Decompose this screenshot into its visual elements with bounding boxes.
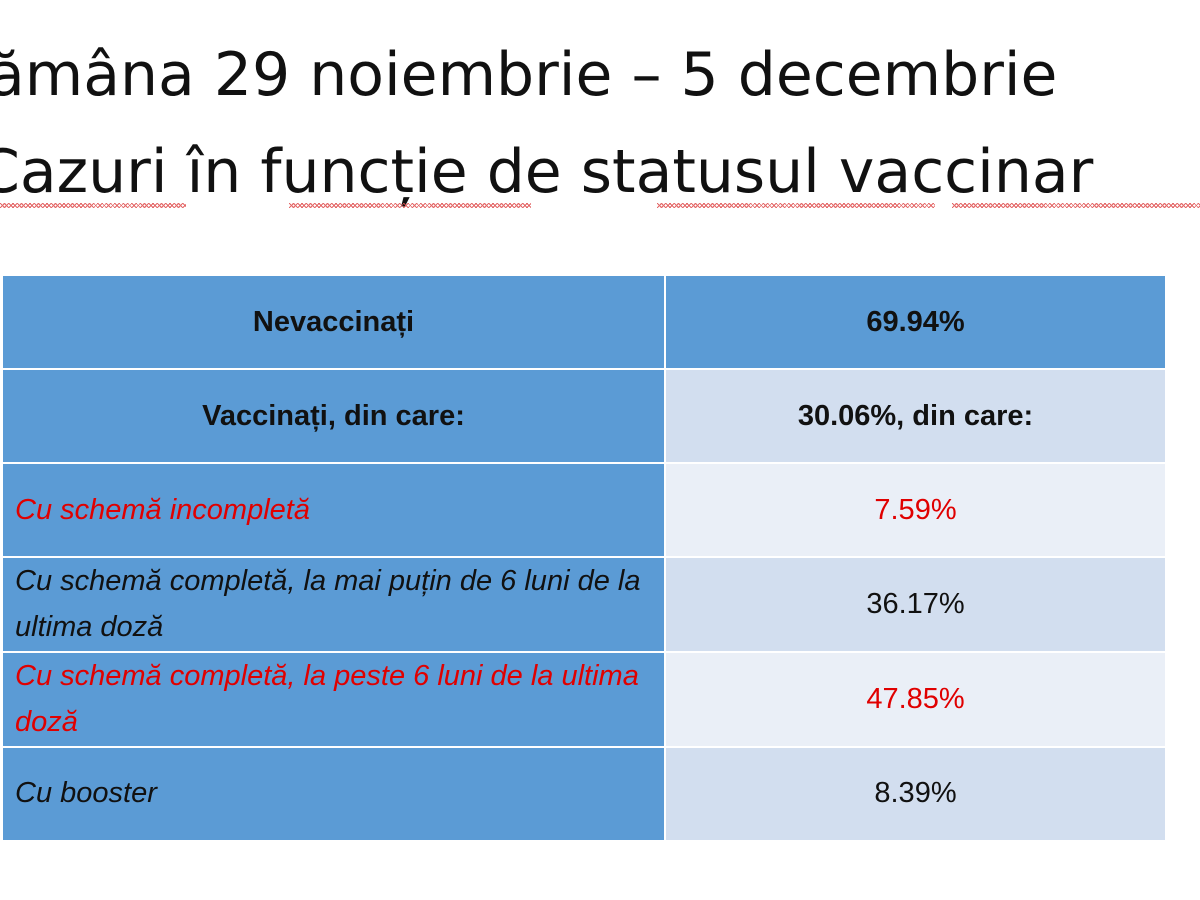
spellcheck-underline [289,203,531,208]
row-label: Cu schemă completă, la mai puțin de 6 lu… [1,556,666,653]
row-label: Vaccinați, din care: [1,368,666,464]
row-value: 69.94% [664,274,1167,370]
row-value: 36.17% [664,556,1167,653]
row-label: Nevaccinați [1,274,666,370]
title-line-1: ămâna 29 noiembrie – 5 decembrie [0,40,1058,110]
spellcheck-underline [0,203,186,208]
title-line-2: Cazuri în funcție de statusul vaccinar [0,137,1094,207]
row-label: Cu booster [1,745,666,842]
spellcheck-underline [657,203,935,208]
table-row-incomplete-schema: Cu schemă incompletă 7.59% [1,462,1167,558]
row-value: 8.39% [664,745,1167,842]
spellcheck-underline [952,203,1200,208]
table-row-vaccinated: Vaccinați, din care: 30.06%, din care: [1,368,1167,464]
table-row-complete-under-6-months: Cu schemă completă, la mai puțin de 6 lu… [1,556,1167,653]
row-label: Cu schemă completă, la peste 6 luni de l… [1,650,666,748]
row-value: 47.85% [664,650,1167,748]
table-row-unvaccinated: Nevaccinați 69.94% [1,274,1167,370]
row-label: Cu schemă incompletă [1,462,666,558]
table-row-booster: Cu booster 8.39% [1,745,1167,842]
vaccination-status-table: Nevaccinați 69.94% Vaccinați, din care: … [1,274,1167,842]
row-value: 30.06%, din care: [664,368,1167,464]
table-row-complete-over-6-months: Cu schemă completă, la peste 6 luni de l… [1,650,1167,748]
row-value: 7.59% [664,462,1167,558]
